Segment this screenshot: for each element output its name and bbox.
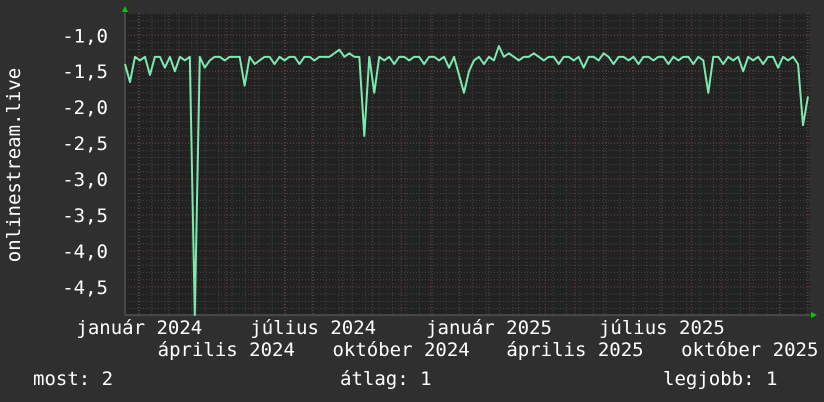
y-axis-label: onlinestream.live [3, 68, 25, 262]
x-tick-label: április 2025 [506, 339, 643, 361]
x-tick-label: október 2025 [681, 339, 818, 361]
y-tick-label: -1,0 [62, 25, 108, 47]
x-axis-arrow [811, 312, 817, 318]
x-tick-label: január 2025 [426, 317, 552, 339]
x-tick-label: július 2025 [599, 317, 725, 339]
legend-current: most: 2 [33, 368, 114, 390]
y-tick-label: -2,5 [62, 133, 108, 155]
y-tick-label: -4,0 [62, 241, 108, 263]
plot-area [125, 13, 810, 315]
y-tick-label: -4,5 [62, 277, 108, 299]
y-tick-label: -1,5 [62, 61, 108, 83]
y-axis-arrow [122, 6, 128, 12]
x-tick-label: július 2024 [250, 317, 376, 339]
x-tick-label: április 2024 [158, 339, 295, 361]
y-tick-label: -2,0 [62, 97, 108, 119]
x-tick-label: január 2024 [76, 317, 202, 339]
series-line [124, 45, 809, 316]
legend-average: átlag: 1 [340, 368, 432, 390]
legend-best: legjobb: 1 [663, 368, 778, 390]
x-tick-label: október 2024 [332, 339, 469, 361]
y-tick-label: -3,0 [62, 169, 108, 191]
y-tick-label: -3,5 [62, 205, 108, 227]
